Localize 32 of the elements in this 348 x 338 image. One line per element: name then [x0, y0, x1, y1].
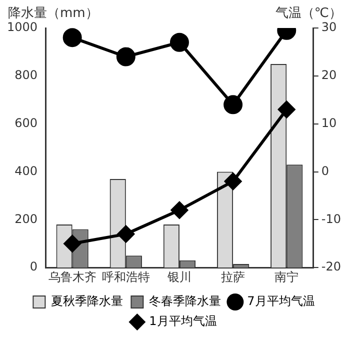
y2-tick-label: -20 — [321, 260, 342, 274]
y-tick-label: 800 — [14, 68, 38, 82]
point — [117, 226, 134, 243]
point — [278, 100, 296, 118]
point — [64, 235, 81, 252]
x-tick-label: 呼和浩特 — [102, 270, 150, 284]
y2-tick-label: -10 — [321, 212, 342, 226]
y-tick-label: 600 — [14, 116, 38, 130]
point — [170, 202, 188, 219]
legend-label: 1月平均气温 — [149, 314, 217, 328]
point — [224, 95, 243, 114]
x-tick-label: 乌鲁木齐 — [48, 270, 96, 284]
point — [62, 28, 82, 48]
y2-tick-label: 20 — [321, 68, 337, 82]
x-tick-label: 银川 — [166, 270, 192, 284]
point — [224, 172, 242, 190]
x-tick-label: 南宁 — [274, 270, 299, 284]
y-tick-label: 200 — [14, 212, 38, 226]
y-axis-title: 降水量（mm） — [8, 6, 98, 21]
y2-tick-label: 10 — [321, 116, 337, 130]
legend-label: 夏秋季降水量 — [51, 294, 124, 308]
point — [116, 47, 136, 66]
y2-tick-label: 30 — [321, 20, 337, 34]
y2-tick-label: 0 — [321, 164, 330, 178]
y-tick-label: 0 — [30, 260, 38, 274]
y2-axis-title: 气温（℃） — [275, 6, 342, 21]
y-tick-label: 400 — [14, 164, 38, 178]
x-tick-label: 拉萨 — [221, 270, 246, 284]
legend-label: 冬春季降水量 — [149, 294, 222, 308]
legend-label: 7月平均气温 — [247, 294, 315, 308]
y-tick-label: 1000 — [6, 20, 38, 34]
point — [170, 32, 189, 52]
